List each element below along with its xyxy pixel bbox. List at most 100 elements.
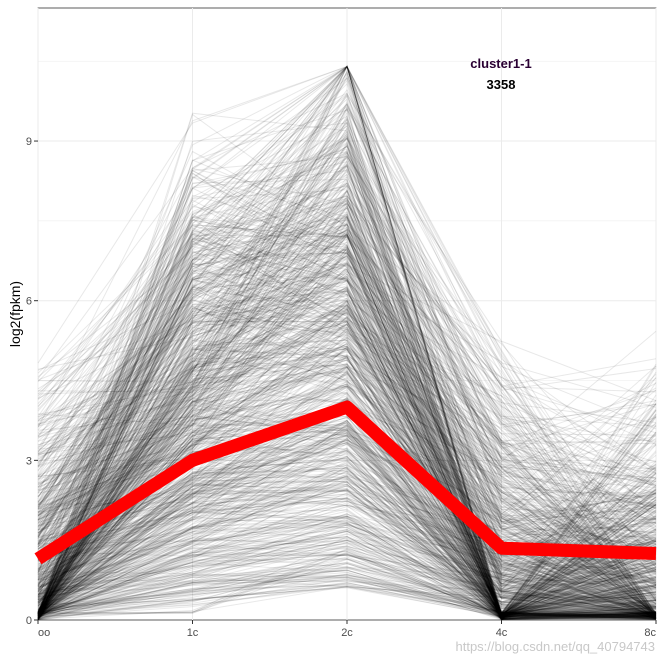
- gene-line: [37, 262, 657, 618]
- gene-line: [37, 383, 657, 620]
- gene-line: [37, 237, 657, 617]
- gene-line: [37, 456, 657, 620]
- gene-line: [37, 141, 657, 616]
- gene-line: [37, 156, 657, 617]
- gene-line: [37, 345, 657, 616]
- gene-line: [37, 485, 657, 581]
- gene-line: [37, 65, 657, 504]
- gene-line: [37, 219, 657, 616]
- gene-line: [37, 364, 657, 591]
- gene-line: [37, 371, 657, 621]
- gene-line: [37, 316, 657, 620]
- gene-line: [37, 240, 657, 620]
- gene-line: [37, 463, 657, 620]
- gene-line: [37, 341, 657, 494]
- gene-line: [37, 448, 657, 621]
- gene-line: [37, 359, 657, 551]
- gene-line: [37, 105, 657, 618]
- gene-line: [37, 263, 657, 613]
- gene-line: [37, 155, 657, 615]
- gene-line: [37, 226, 657, 620]
- gene-line: [37, 302, 657, 619]
- gene-line: [37, 384, 657, 618]
- gene-line: [37, 530, 657, 619]
- gene-line: [37, 131, 657, 617]
- gene-line: [37, 416, 657, 607]
- gene-line: [37, 569, 657, 620]
- gene-line: [37, 481, 657, 614]
- gene-line: [37, 548, 657, 621]
- gene-line: [37, 397, 657, 616]
- gene-line: [37, 399, 657, 615]
- gene-line: [37, 516, 657, 617]
- gene-line: [37, 407, 657, 617]
- gene-line: [37, 478, 657, 619]
- y-tick-label: 3: [26, 455, 32, 467]
- gene-line: [37, 470, 657, 621]
- gene-line: [37, 539, 657, 616]
- gene-line: [37, 277, 657, 616]
- gene-line: [37, 415, 657, 605]
- x-tick-label: 2c: [341, 627, 353, 639]
- gene-line: [37, 468, 657, 608]
- gene-line: [37, 238, 657, 616]
- gene-line: [37, 342, 657, 614]
- gene-line: [37, 561, 657, 615]
- gene-line: [37, 270, 657, 617]
- gene-line: [37, 488, 657, 616]
- gene-line: [37, 207, 656, 616]
- gene-line: [37, 172, 657, 613]
- gene-line: [37, 328, 657, 565]
- x-axis: oo 1c 2c 4c 8c: [37, 620, 657, 639]
- gene-line: [37, 510, 657, 616]
- gene-line: [37, 548, 657, 620]
- gene-line: [37, 567, 657, 598]
- gene-line: [37, 77, 657, 614]
- gene-line: [37, 366, 657, 570]
- gene-line: [37, 322, 657, 437]
- gene-line: [37, 512, 657, 620]
- gene-line: [37, 279, 657, 616]
- gene-line: [37, 346, 657, 618]
- gene-line: [37, 371, 657, 620]
- gene-line: [37, 519, 657, 619]
- gene-line: [37, 438, 657, 621]
- gene-line: [37, 294, 657, 545]
- gene-line: [37, 365, 657, 524]
- x-tick-label: 4c: [496, 627, 508, 639]
- gene-line: [37, 246, 657, 618]
- gene-line: [37, 330, 657, 619]
- gene-line: [37, 337, 657, 620]
- gene-line: [37, 584, 657, 614]
- gene-line: [37, 184, 657, 561]
- gene-line: [37, 271, 657, 620]
- gene-line: [37, 531, 657, 616]
- gene-line: [37, 247, 657, 615]
- gene-line: [37, 221, 657, 582]
- gene-line: [37, 535, 657, 596]
- gene-line: [37, 526, 657, 619]
- gene-line: [37, 527, 657, 614]
- gene-line: [37, 573, 657, 614]
- gene-line: [37, 107, 657, 567]
- gene-line: [37, 323, 657, 618]
- gene-line: [37, 497, 657, 620]
- gene-line: [37, 434, 657, 620]
- gene-line: [37, 157, 657, 471]
- gene-line: [37, 163, 657, 620]
- gene-line: [37, 554, 657, 621]
- gene-line: [37, 437, 657, 617]
- gene-line: [37, 231, 657, 614]
- gene-line: [37, 425, 657, 619]
- gene-line: [37, 451, 657, 617]
- gene-line: [37, 449, 657, 615]
- gene-line: [37, 216, 657, 615]
- gene-line: [37, 65, 657, 589]
- gene-line: [37, 515, 657, 620]
- gene-line: [37, 369, 657, 619]
- gene-line: [37, 399, 657, 618]
- gene-line: [37, 249, 657, 617]
- gene-line: [37, 466, 657, 614]
- gene-line: [37, 522, 657, 618]
- gene-line: [37, 135, 657, 619]
